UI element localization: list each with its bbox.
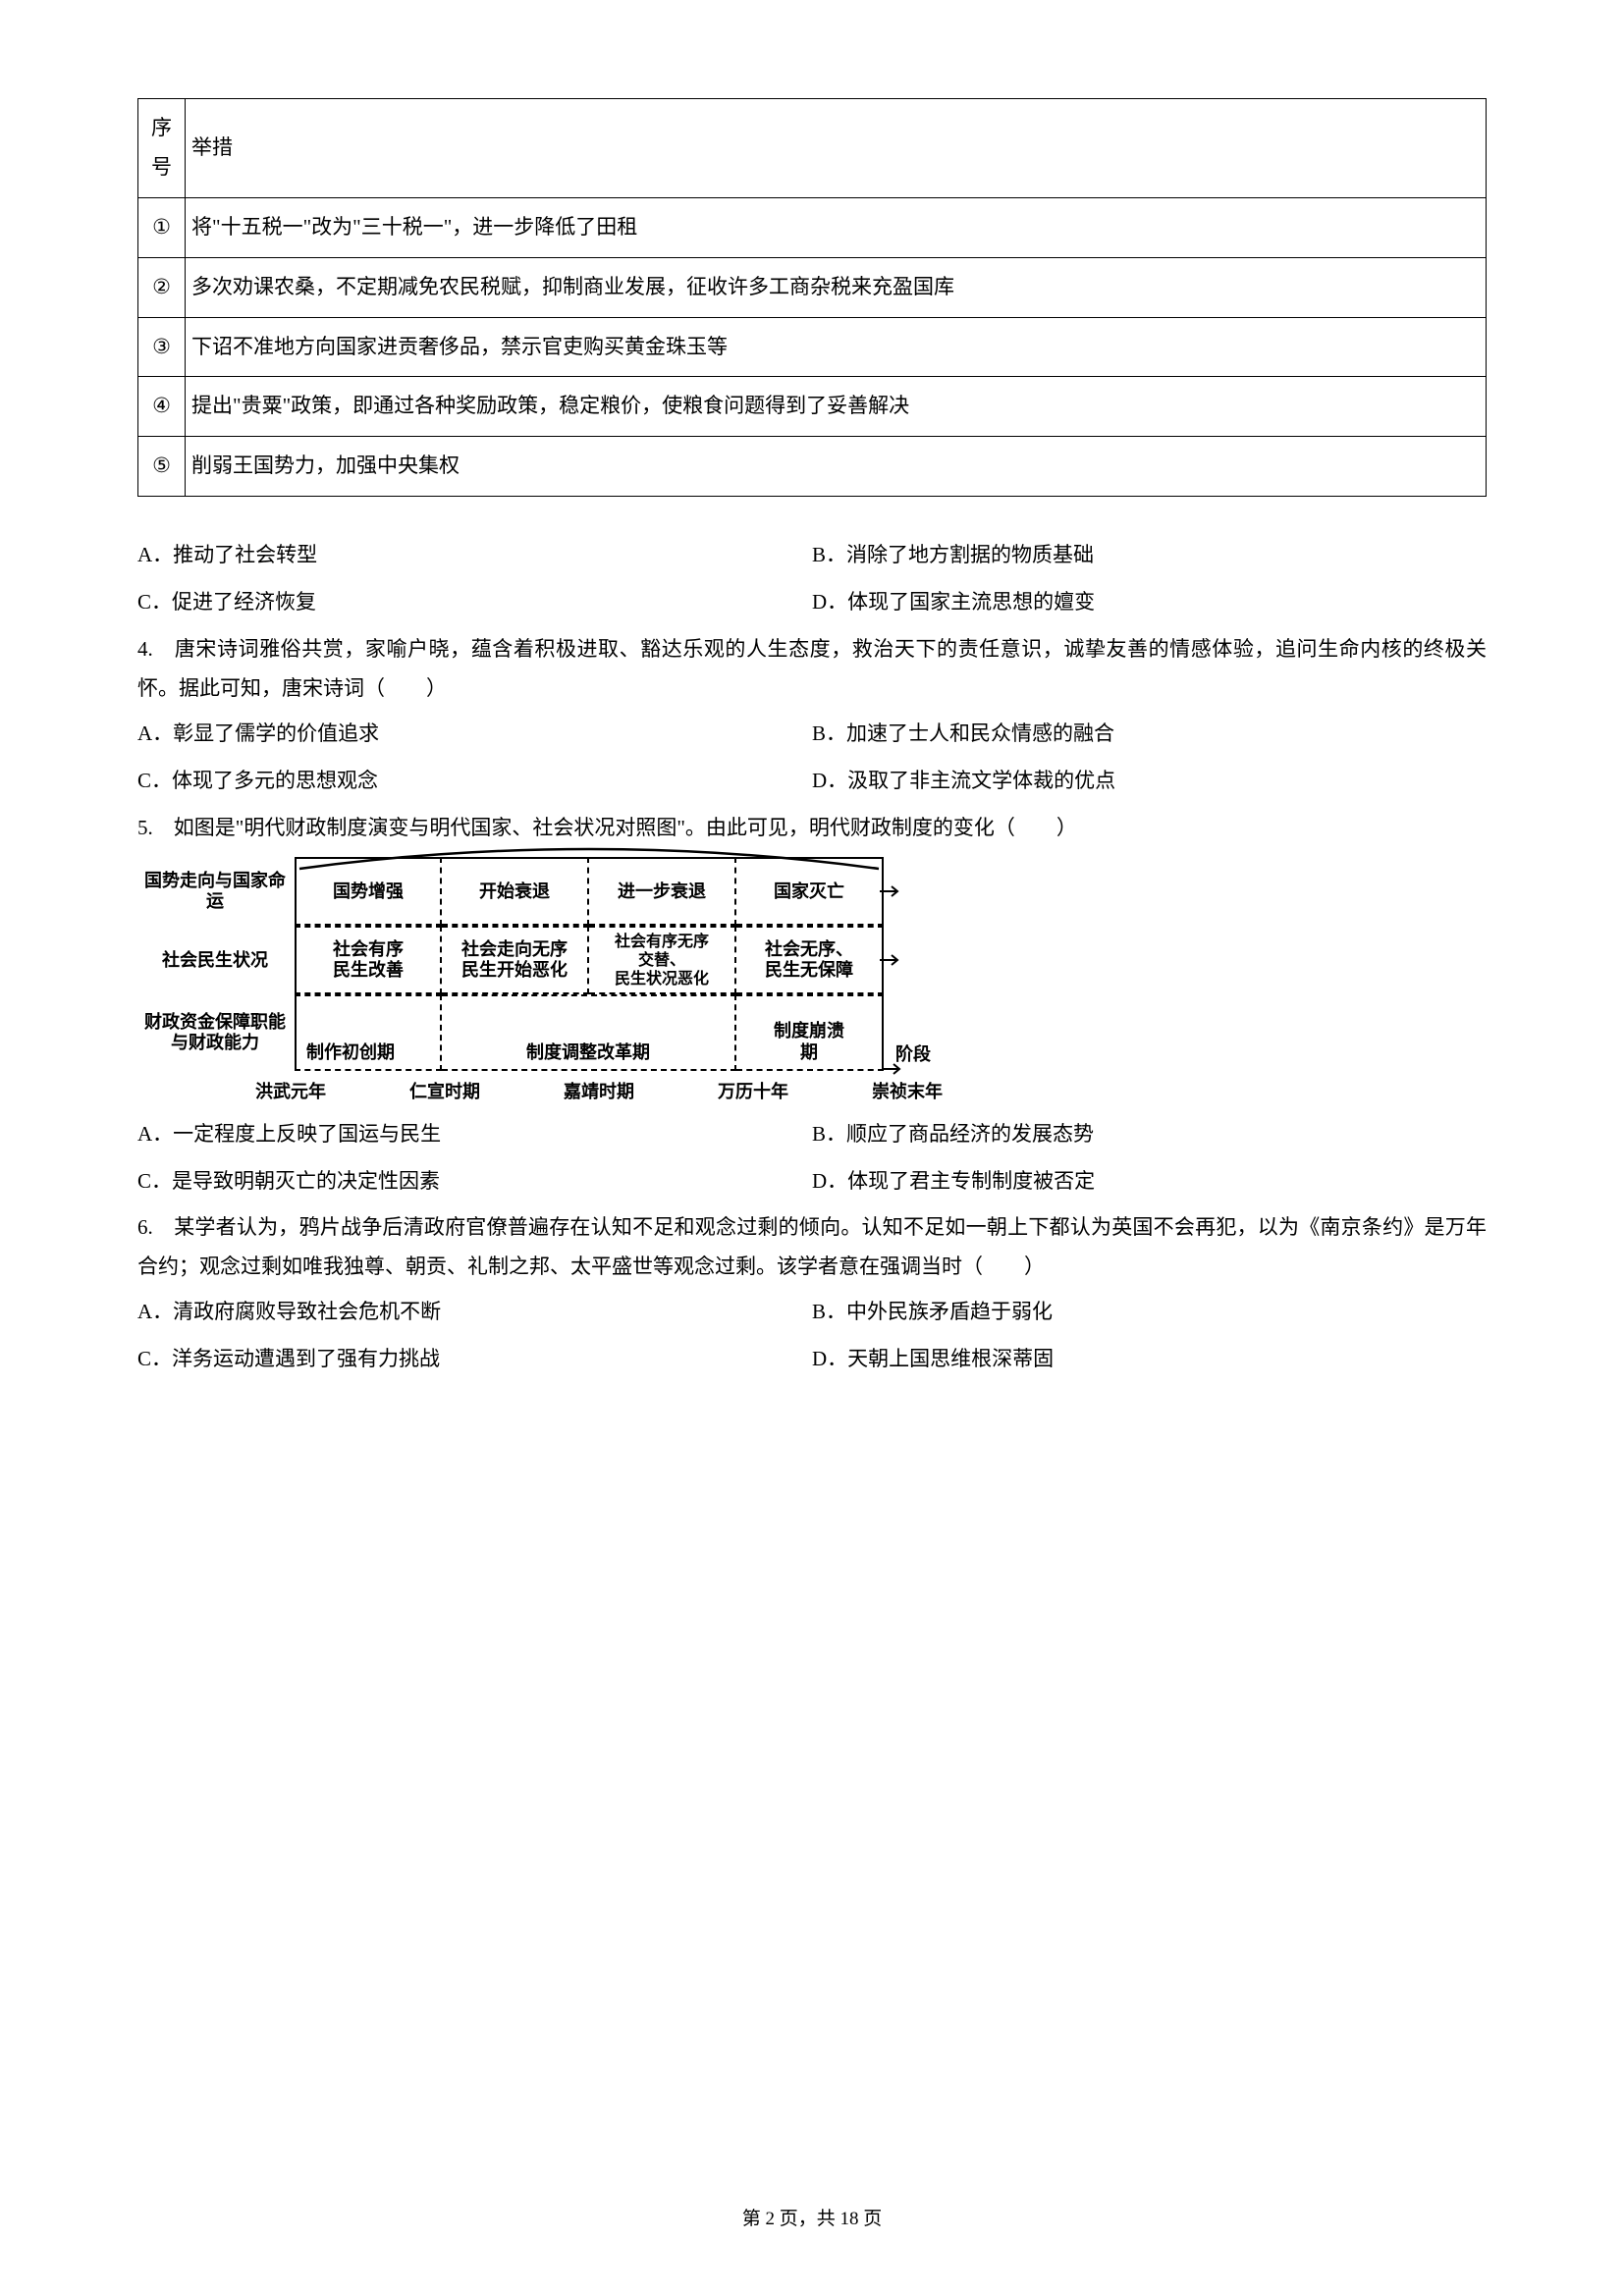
q6-option-d: D．天朝上国思维根深蒂固 bbox=[812, 1340, 1487, 1379]
table-row: ② 多次劝课农桑，不定期减免农民税赋，抑制商业发展，征收许多工商杂税来充盈国库 bbox=[138, 257, 1487, 317]
stage-cell: 开始衰退 bbox=[479, 881, 550, 903]
q6-option-c: C．洋务运动遭遇到了强有力挑战 bbox=[137, 1340, 812, 1379]
phase-label: 制作初创期 bbox=[306, 1042, 395, 1064]
q5-option-d: D．体现了君主专制制度被否定 bbox=[812, 1162, 1487, 1201]
row-text: 多次劝课农桑，不定期减免农民税赋，抑制商业发展，征收许多工商杂税来充盈国库 bbox=[186, 257, 1487, 317]
row-num: ③ bbox=[138, 317, 186, 377]
arrow-right-icon bbox=[882, 1063, 905, 1075]
stage-cell: 国势增强 bbox=[333, 881, 404, 903]
stage-cell: 社会有序 民生改善 bbox=[333, 939, 404, 982]
q3-option-c: C．促进了经济恢复 bbox=[137, 583, 812, 622]
q5-text: 5. 如图是"明代财政制度演变与明代国家、社会状况对照图"。由此可见，明代财政制… bbox=[137, 809, 1487, 848]
table-row: ③ 下诏不准地方向国家进贡奢侈品，禁示官吏购买黄金珠玉等 bbox=[138, 317, 1487, 377]
table-header-row: 序号 举措 bbox=[138, 99, 1487, 198]
page-content: 序号 举措 ① 将"十五税一"改为"三十税一"，进一步降低了田租 ② 多次劝课农… bbox=[137, 98, 1487, 1379]
question-6: 6. 某学者认为，鸦片战争后清政府官僚普遍存在认知不足和观念过剩的倾向。认知不足… bbox=[137, 1208, 1487, 1379]
row3-label: 财政资金保障职能与财政能力 bbox=[137, 994, 295, 1071]
q6-text: 6. 某学者认为，鸦片战争后清政府官僚普遍存在认知不足和观念过剩的倾向。认知不足… bbox=[137, 1208, 1487, 1287]
q3-option-a: A．推动了社会转型 bbox=[137, 536, 812, 575]
arrow-right-icon bbox=[880, 885, 903, 897]
row-num: ⑤ bbox=[138, 437, 186, 497]
phase-label: 制度崩溃期 bbox=[773, 1021, 845, 1063]
q5-option-c: C．是导致明朝灭亡的决定性因素 bbox=[137, 1162, 812, 1201]
q5-option-b: B．顺应了商品经济的发展态势 bbox=[812, 1115, 1487, 1154]
phase-label: 制度调整改革期 bbox=[526, 1042, 650, 1064]
table-row: ④ 提出"贵粟"政策，即通过各种奖励政策，稳定粮价，使粮食问题得到了妥善解决 bbox=[138, 377, 1487, 437]
row-text: 削弱王国势力，加强中央集权 bbox=[186, 437, 1487, 497]
row2-label: 社会民生状况 bbox=[137, 926, 295, 994]
era-labels: 洪武元年 仁宣时期 嘉靖时期 万历十年 崇祯末年 bbox=[255, 1075, 943, 1108]
row1-label: 国势走向与国家命运 bbox=[137, 857, 295, 926]
q6-option-b: B．中外民族矛盾趋于弱化 bbox=[812, 1293, 1487, 1332]
row-num: ② bbox=[138, 257, 186, 317]
policy-table: 序号 举措 ① 将"十五税一"改为"三十税一"，进一步降低了田租 ② 多次劝课农… bbox=[137, 98, 1487, 497]
q4-option-a: A．彰显了儒学的价值追求 bbox=[137, 715, 812, 754]
row-num: ① bbox=[138, 197, 186, 257]
q3-option-b: B．消除了地方割据的物质基础 bbox=[812, 536, 1487, 575]
row-num: ④ bbox=[138, 377, 186, 437]
row-text: 下诏不准地方向国家进贡奢侈品，禁示官吏购买黄金珠玉等 bbox=[186, 317, 1487, 377]
era-label: 嘉靖时期 bbox=[564, 1075, 634, 1108]
question-3-options: A．推动了社会转型 B．消除了地方割据的物质基础 C．促进了经济恢复 D．体现了… bbox=[137, 536, 1487, 622]
row-text: 将"十五税一"改为"三十税一"，进一步降低了田租 bbox=[186, 197, 1487, 257]
table-row: ⑤ 削弱王国势力，加强中央集权 bbox=[138, 437, 1487, 497]
row-text: 提出"贵粟"政策，即通过各种奖励政策，稳定粮价，使粮食问题得到了妥善解决 bbox=[186, 377, 1487, 437]
q3-option-d: D．体现了国家主流思想的嬗变 bbox=[812, 583, 1487, 622]
ming-finance-diagram: 国势走向与国家命运 国势增强 开始衰退 进一步衰退 国家灭亡 社会民生状况 社会 bbox=[137, 857, 884, 1108]
stage-cell: 国家灭亡 bbox=[774, 881, 844, 903]
q4-option-c: C．体现了多元的思想观念 bbox=[137, 762, 812, 801]
table-row: ① 将"十五税一"改为"三十税一"，进一步降低了田租 bbox=[138, 197, 1487, 257]
q4-option-b: B．加速了士人和民众情感的融合 bbox=[812, 715, 1487, 754]
arrow-right-icon bbox=[880, 954, 903, 966]
stage-cell: 社会无序、 民生无保障 bbox=[765, 939, 853, 982]
era-label: 洪武元年 bbox=[255, 1075, 326, 1108]
era-label: 仁宣时期 bbox=[409, 1075, 480, 1108]
stage-cell: 社会走向无序 民生开始恶化 bbox=[461, 939, 568, 982]
q5-option-a: A．一定程度上反映了国运与民生 bbox=[137, 1115, 812, 1154]
page-footer: 第 2 页，共 18 页 bbox=[0, 2202, 1624, 2237]
era-label: 崇祯末年 bbox=[872, 1075, 943, 1108]
q4-option-d: D．汲取了非主流文学体裁的优点 bbox=[812, 762, 1487, 801]
q4-text: 4. 唐宋诗词雅俗共赏，家喻户晓，蕴含着积极进取、豁达乐观的人生态度，救治天下的… bbox=[137, 630, 1487, 709]
era-label: 万历十年 bbox=[718, 1075, 788, 1108]
question-5: 5. 如图是"明代财政制度演变与明代国家、社会状况对照图"。由此可见，明代财政制… bbox=[137, 809, 1487, 1201]
header-num: 序号 bbox=[138, 99, 186, 198]
side-label: 阶段 bbox=[895, 1044, 931, 1066]
stage-cell: 社会有序无序 交替、 民生状况恶化 bbox=[615, 933, 709, 989]
header-measure: 举措 bbox=[186, 99, 1487, 198]
q6-option-a: A．清政府腐败导致社会危机不断 bbox=[137, 1293, 812, 1332]
question-4: 4. 唐宋诗词雅俗共赏，家喻户晓，蕴含着积极进取、豁达乐观的人生态度，救治天下的… bbox=[137, 630, 1487, 801]
stage-cell: 进一步衰退 bbox=[618, 881, 706, 903]
